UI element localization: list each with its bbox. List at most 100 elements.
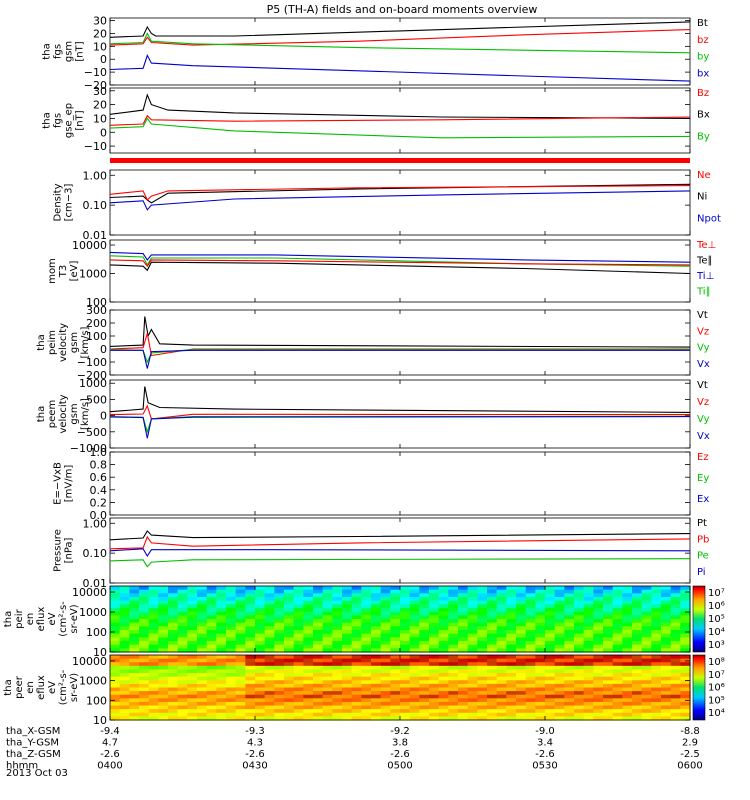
spectrogram-cell [197, 676, 208, 681]
spectrogram-cell [371, 600, 382, 605]
spectrogram-cell [206, 683, 217, 689]
y-axis-label-line: mom [47, 258, 58, 284]
spectrogram-cell [119, 644, 130, 649]
spectrogram-cell [583, 694, 594, 699]
spectrogram-cell [264, 658, 275, 663]
spectrogram-cell [119, 694, 130, 699]
spectrogram-cell [284, 611, 295, 616]
spectrogram-cell [612, 648, 623, 653]
spectrogram-cell [158, 694, 169, 699]
spectrogram-cell [516, 593, 527, 598]
spectrogram-cell [110, 662, 121, 667]
y-tick-label: 1000 [79, 606, 107, 619]
spectrogram-cell [661, 687, 672, 692]
spectrogram-cell [496, 586, 507, 591]
spectrogram-cell [554, 658, 565, 663]
spectrogram-cell [235, 687, 246, 692]
spectrogram-cell [525, 630, 536, 635]
spectrogram-cell [651, 626, 662, 631]
spectrogram-cell [139, 589, 150, 594]
spectrogram-cell [110, 655, 121, 660]
spectrogram-cell [284, 683, 295, 689]
spectrogram-cell [322, 648, 333, 653]
spectrogram-cell [670, 716, 681, 721]
spectrogram-cell [129, 622, 140, 627]
spectrogram-cell [168, 669, 179, 674]
spectrogram-cell [371, 622, 382, 627]
spectrogram-cell [342, 626, 353, 631]
spectrogram-cell [119, 712, 130, 717]
spectrogram-cell [313, 630, 324, 635]
spectrogram-cell [554, 687, 565, 692]
spectrogram-cell [525, 586, 536, 591]
spectrogram-cell [641, 669, 652, 674]
spectrogram-cell [583, 712, 594, 717]
y-tick-label: −10 [84, 66, 107, 79]
spectrogram-cell [409, 687, 420, 692]
spectrogram-cell [322, 641, 333, 646]
spectrogram-cell [429, 709, 440, 714]
y-axis-label: thapeirenefluxeV(cm²-s-sr-eV) [3, 601, 80, 637]
spectrogram-cell [506, 662, 517, 667]
spectrogram-cell [554, 683, 565, 689]
spectrogram-cell [496, 633, 507, 638]
spectrogram-cell [264, 705, 275, 710]
spectrogram-cell [158, 597, 169, 602]
spectrogram-cell [284, 633, 295, 638]
spectrogram-cell [612, 644, 623, 649]
y-tick-label: 10000 [72, 586, 107, 599]
spectrogram-cell [419, 633, 430, 638]
y-axis-label-line: Pressure [53, 529, 64, 572]
legend-entry: Te∥ [696, 256, 713, 267]
spectrogram-cell [429, 644, 440, 649]
spectrogram-cell [612, 712, 623, 717]
spectrogram-cell [680, 619, 691, 624]
spectrogram-cell [612, 705, 623, 710]
spectrogram-cell [622, 716, 633, 721]
spectrogram-cell [429, 662, 440, 667]
spectrogram-cell [651, 683, 662, 689]
spectrogram-cell [661, 691, 672, 696]
spectrogram-cell [438, 644, 449, 649]
spectrogram-cell [487, 633, 498, 638]
spectrogram-cell [622, 662, 633, 667]
spectrogram-cell [274, 637, 285, 642]
spectrogram-cell [525, 694, 536, 699]
spectrogram-cell [129, 694, 140, 699]
spectrogram-cell [351, 608, 362, 613]
spectrogram-cell [390, 637, 401, 642]
spectrogram-cell [361, 673, 372, 678]
spectrogram-cell [264, 701, 275, 707]
spectrogram-cell [139, 600, 150, 605]
y-axis-label-line: [eV] [69, 261, 80, 282]
spectrogram-cell [245, 593, 256, 598]
spectrogram-cell [197, 665, 208, 671]
spectrogram-cell [641, 619, 652, 624]
spectrogram-cell [158, 709, 169, 714]
y-axis-label-line: [cm−3] [64, 184, 75, 222]
spectrogram-cell [303, 648, 314, 653]
spectrogram-cell [458, 662, 469, 667]
spectrogram-cell [467, 676, 478, 681]
spectrogram-cell [419, 619, 430, 624]
spectrogram-cell [419, 655, 430, 660]
spectrogram-cell [593, 593, 604, 598]
spectrogram-cell [293, 691, 304, 696]
spectrogram-cell [380, 687, 391, 692]
spectrogram-cell [477, 705, 488, 710]
spectrogram-cell [139, 637, 150, 642]
spectrogram-cell [216, 648, 227, 653]
spectrogram-cell [670, 701, 681, 707]
spectrogram-cell [293, 600, 304, 605]
series-line-2 [109, 185, 691, 201]
spectrogram-cell [419, 716, 430, 721]
spectrogram-cell [448, 586, 459, 591]
spectrogram-cell [226, 683, 237, 689]
spectrogram-cell [187, 705, 198, 710]
spectrogram-cell [293, 709, 304, 714]
spectrogram-cell [680, 662, 691, 667]
spectrogram-cell [332, 665, 343, 671]
spectrogram-cell [641, 611, 652, 616]
spectrogram-cell [322, 662, 333, 667]
